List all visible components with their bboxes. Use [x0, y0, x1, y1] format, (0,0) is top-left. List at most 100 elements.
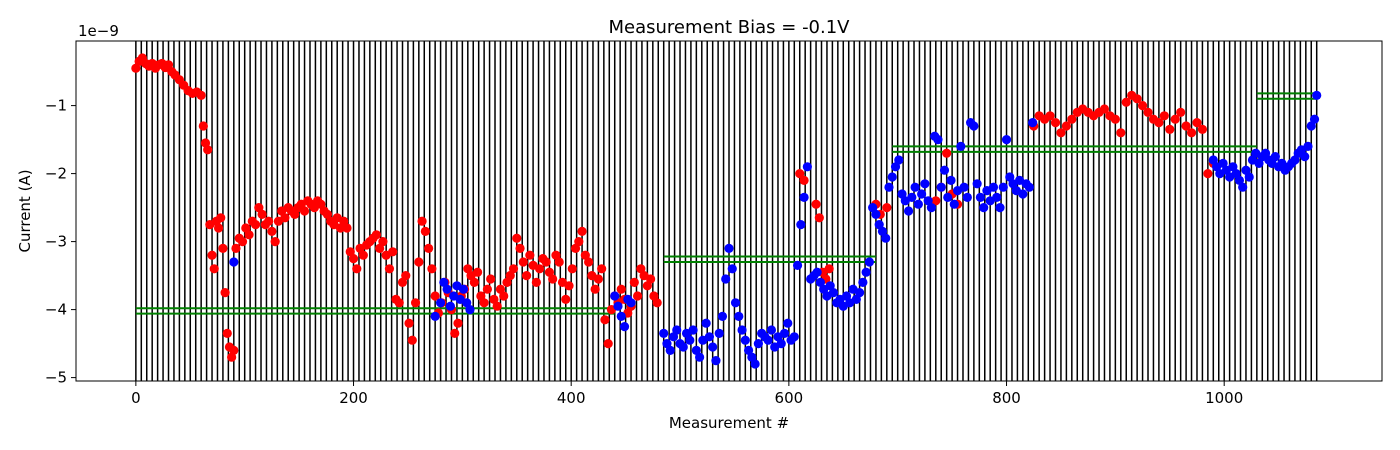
y-tick-label: −1: [45, 97, 67, 115]
data-point: [959, 182, 969, 192]
data-point: [724, 243, 734, 253]
data-point: [218, 243, 228, 253]
data-point: [828, 288, 839, 298]
data-point: [551, 250, 561, 260]
background-lines: [135, 41, 1318, 381]
data-point: [521, 271, 532, 281]
x-axis-title: Measurement #: [669, 414, 789, 432]
data-point: [342, 223, 352, 233]
data-point: [917, 189, 927, 199]
data-point: [1132, 94, 1142, 104]
y-tick-label: −2: [45, 165, 67, 183]
data-point: [316, 199, 326, 209]
data-point: [394, 298, 404, 308]
data-point: [789, 332, 799, 342]
data-point: [708, 342, 718, 352]
data-point: [352, 264, 362, 274]
x-tick-label: 600: [775, 389, 804, 407]
data-point: [512, 233, 522, 243]
data-point: [871, 209, 881, 219]
data-point: [812, 267, 822, 277]
data-point: [1154, 118, 1164, 128]
data-point: [489, 294, 499, 304]
data-point: [1306, 121, 1316, 131]
data-point: [995, 203, 1005, 213]
data-point: [1231, 169, 1241, 179]
data-point: [482, 284, 492, 294]
data-point: [345, 247, 355, 257]
data-point: [920, 179, 930, 189]
data-point: [1024, 182, 1034, 192]
data-point: [229, 345, 239, 355]
data-point: [213, 223, 224, 233]
chart-title: Measurement Bias = -0.1V: [608, 17, 850, 38]
data-point: [877, 226, 888, 236]
y-tick-label: −4: [45, 301, 67, 319]
data-point: [632, 291, 643, 301]
data-point: [1045, 111, 1055, 121]
data-point: [1254, 158, 1264, 168]
data-point: [525, 250, 535, 260]
y-axis-title: Current (A): [16, 169, 34, 252]
data-point: [196, 90, 206, 100]
data-point: [936, 182, 946, 192]
data-point: [241, 223, 251, 233]
data-point: [824, 264, 834, 274]
data-point: [548, 274, 558, 284]
data-point: [515, 243, 525, 253]
data-point: [453, 318, 463, 328]
data-point: [1300, 152, 1310, 162]
data-point: [646, 274, 656, 284]
data-point: [1228, 162, 1238, 172]
data-point: [613, 301, 623, 311]
data-point: [799, 192, 809, 202]
data-point: [939, 165, 950, 175]
data-point: [290, 209, 300, 219]
data-point: [855, 288, 865, 298]
data-point: [384, 264, 395, 274]
data-point: [229, 257, 239, 267]
data-point: [339, 216, 349, 226]
data-point: [897, 189, 907, 199]
data-point: [1218, 158, 1228, 168]
data-point: [458, 284, 469, 294]
data-point: [721, 274, 731, 284]
data-point: [499, 291, 509, 301]
data-point: [401, 271, 411, 281]
data-point: [270, 237, 280, 247]
data-point: [668, 332, 679, 342]
data-point: [502, 277, 512, 287]
data-point: [1309, 114, 1320, 124]
data-point: [795, 169, 805, 179]
data-point: [1121, 97, 1131, 107]
data-point: [652, 298, 662, 308]
data-point: [597, 264, 607, 274]
y-offset-label: 1e−9: [78, 22, 119, 40]
data-point: [727, 264, 737, 274]
plot-frame: [75, 40, 1383, 382]
data-point: [776, 339, 786, 349]
data-point: [397, 277, 408, 287]
data-point: [531, 277, 541, 287]
data-point: [216, 213, 226, 223]
reference-lines: [135, 92, 1317, 315]
data-point: [619, 322, 630, 332]
data-point: [1234, 175, 1245, 185]
data-point: [518, 257, 528, 267]
data-point: [299, 206, 310, 216]
data-point: [874, 220, 884, 230]
data-point: [244, 230, 254, 240]
data-point: [956, 141, 966, 151]
data-point: [420, 226, 430, 236]
data-point: [610, 291, 620, 301]
data-point: [943, 192, 953, 202]
data-point: [1241, 165, 1251, 175]
data-point: [649, 291, 659, 301]
data-point: [616, 284, 626, 294]
data-point: [163, 60, 174, 70]
data-point: [1005, 172, 1015, 182]
data-point: [469, 277, 479, 287]
data-point: [463, 264, 473, 274]
data-point: [685, 335, 695, 345]
data-point: [445, 301, 455, 311]
